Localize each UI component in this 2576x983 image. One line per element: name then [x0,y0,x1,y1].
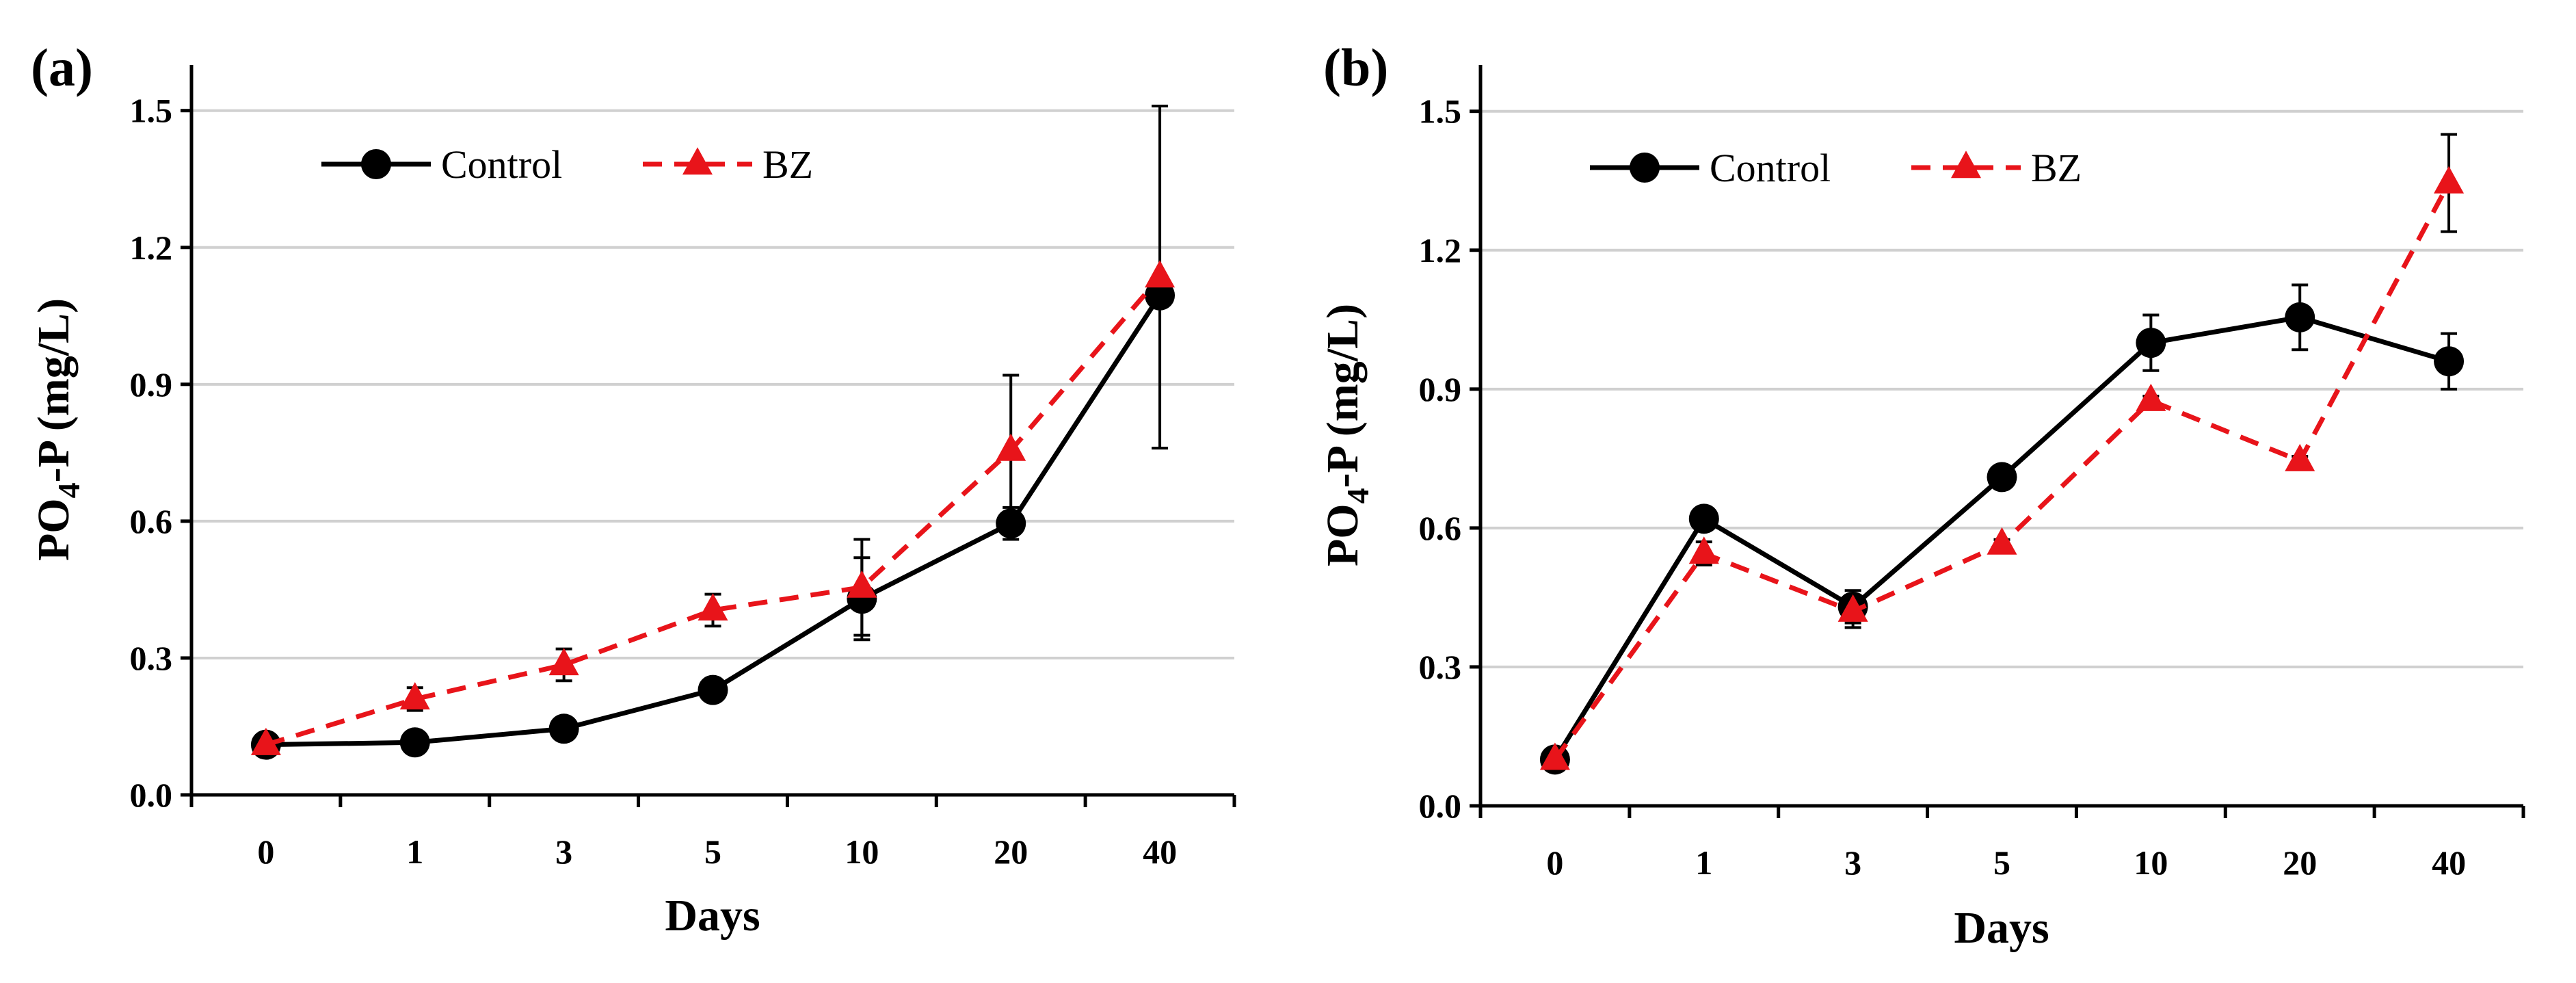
x-axis-title: Days [665,891,760,941]
y-tick-label: 0.9 [130,365,173,404]
x-tick-label: 40 [1143,833,1177,871]
chart-panel-0: 0.0 0.3 0.6 0.9 1.2 1.5 0 1 3 5 10 20 40 Control BZ (a)… [29,38,1236,941]
data-point [399,682,430,710]
data-point [250,727,281,755]
data-point [1688,503,1719,534]
panel-label: (a) [31,38,93,97]
y-tick-label: 0.6 [1419,509,1462,547]
chart-panel-1: 0.0 0.3 0.6 0.9 1.2 1.5 0 1 3 5 10 20 40 Control BZ (b)… [1318,38,2525,953]
data-point [548,648,579,676]
y-tick-label: 0.0 [1419,787,1462,825]
y-tick-label: 1.2 [130,228,173,267]
y-tick-label: 0.0 [130,776,173,814]
series-bz [1539,133,2465,770]
data-point [1145,260,1176,288]
x-tick-label: 40 [2432,843,2466,882]
x-tick-label: 5 [1993,843,2010,882]
data-point [1688,536,1719,564]
x-tick-label: 0 [257,833,274,871]
data-point [2285,302,2315,332]
panel-label: (b) [1323,38,1388,97]
data-point [399,727,430,758]
y-tick-label: 1.5 [130,92,173,130]
data-point [698,593,728,621]
data-point [548,713,579,744]
x-tick-label: 5 [704,833,721,871]
x-tick-label: 3 [1844,843,1861,882]
y-tick-label: 0.3 [1419,648,1462,686]
y-axis-title: PO4-P (mg/L) [29,298,86,561]
series-bz [250,105,1176,755]
legend-label: BZ [762,142,813,187]
x-tick-label: 20 [2283,843,2317,882]
legend-label: BZ [2031,146,2082,190]
y-tick-label: 0.9 [1419,370,1462,408]
y-tick-label: 0.6 [130,502,173,540]
data-point [2136,383,2166,411]
data-point [1539,742,1570,770]
data-point [2434,166,2465,194]
data-point [2136,328,2166,358]
x-axis-title: Days [1954,903,2049,953]
y-tick-label: 1.5 [1419,92,1462,131]
data-point [1987,462,2017,493]
legend-marker [361,149,391,179]
data-point [847,570,877,598]
x-tick-label: 10 [845,833,879,871]
y-axis-title: PO4-P (mg/L) [1318,304,1375,566]
data-point [698,674,728,705]
x-tick-label: 20 [994,833,1028,871]
legend-label: Control [1710,146,1831,190]
legend-marker [1630,153,1660,183]
x-tick-label: 3 [555,833,572,871]
legend: Control BZ [321,142,813,187]
data-point [2285,443,2315,471]
legend-marker [1951,150,1981,179]
legend-label: Control [441,142,562,187]
series-line-bz [265,275,1162,747]
y-tick-label: 1.2 [1419,231,1462,270]
y-tick-label: 0.3 [130,639,173,677]
data-point [996,433,1026,461]
x-tick-label: 10 [2134,843,2168,882]
x-tick-label: 1 [1695,843,1712,882]
data-point [2434,346,2465,377]
legend: Control BZ [1590,146,2082,190]
series-control [1539,283,2465,775]
x-tick-label: 1 [406,833,423,871]
data-point [1837,594,1868,622]
data-point [1987,527,2017,555]
x-tick-label: 0 [1546,843,1563,882]
legend-marker [682,147,713,175]
